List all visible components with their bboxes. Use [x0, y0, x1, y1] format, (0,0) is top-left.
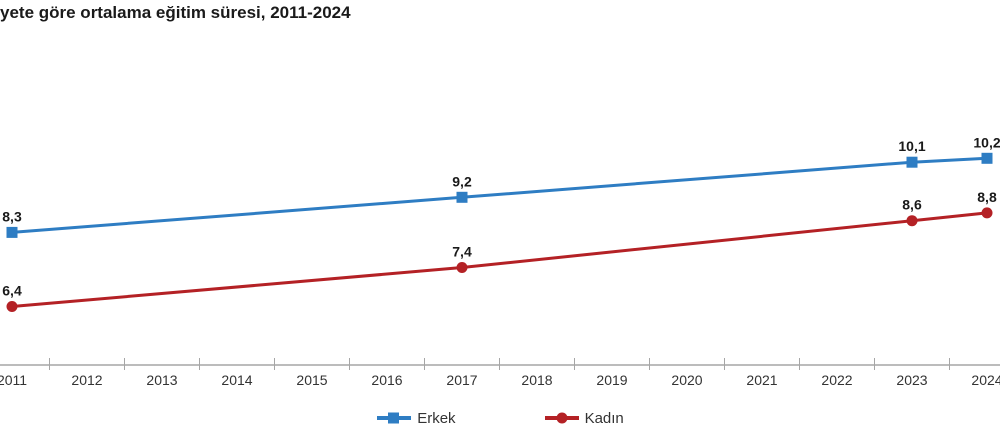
data-point-0-1[interactable] [456, 191, 468, 203]
data-point-label: 8,6 [902, 197, 922, 213]
legend-marker-kadin-icon [544, 412, 579, 424]
data-point-1-0[interactable] [6, 301, 18, 312]
x-axis-label: 2014 [221, 372, 252, 388]
data-point-0-3[interactable] [981, 152, 993, 164]
x-axis-label: 2023 [896, 372, 927, 388]
legend-item-kadin[interactable]: Kadın [544, 410, 624, 427]
data-point-1-1[interactable] [456, 262, 468, 273]
legend-marker-erkek-icon [377, 412, 412, 424]
data-point-label: 10,1 [898, 138, 925, 154]
data-point-label: 8,3 [2, 208, 22, 224]
legend-label-kadin: Kadın [584, 409, 624, 427]
legend-label-erkek: Erkek [417, 409, 456, 427]
x-axis-label: 2015 [296, 372, 327, 388]
series-line-1 [10, 211, 989, 308]
chart-title: yete göre ortalama eğitim süresi, 2011-2… [0, 3, 351, 22]
x-axis-label: 2017 [446, 372, 477, 388]
legend-item-erkek[interactable]: Erkek [376, 409, 456, 427]
data-point-label: 8,8 [977, 189, 997, 205]
x-axis-label: 2019 [596, 372, 627, 388]
x-axis-label: 2020 [671, 372, 702, 388]
x-axis-label: 2021 [746, 372, 777, 388]
data-point-1-3[interactable] [981, 207, 993, 219]
data-point-0-2[interactable] [906, 156, 918, 168]
data-point-label: 7,4 [452, 244, 472, 260]
data-point-0-0[interactable] [6, 226, 18, 238]
x-axis-label: 2012 [71, 372, 102, 388]
x-axis-label: 2016 [371, 372, 402, 388]
data-point-label: 9,2 [452, 173, 472, 189]
x-axis-label: 2018 [521, 372, 552, 388]
data-point-1-2[interactable] [906, 215, 918, 227]
x-axis-label: 2013 [146, 372, 177, 388]
x-axis-label: 2022 [821, 372, 852, 388]
series-line-0 [10, 156, 989, 234]
chart-legend: Erkek Kadın [0, 404, 1000, 432]
data-point-label: 6,4 [2, 283, 22, 299]
data-point-label: 10,2 [973, 134, 1000, 150]
x-axis-label: 2011 [0, 372, 27, 388]
x-axis-label: 2024 [971, 372, 1000, 388]
